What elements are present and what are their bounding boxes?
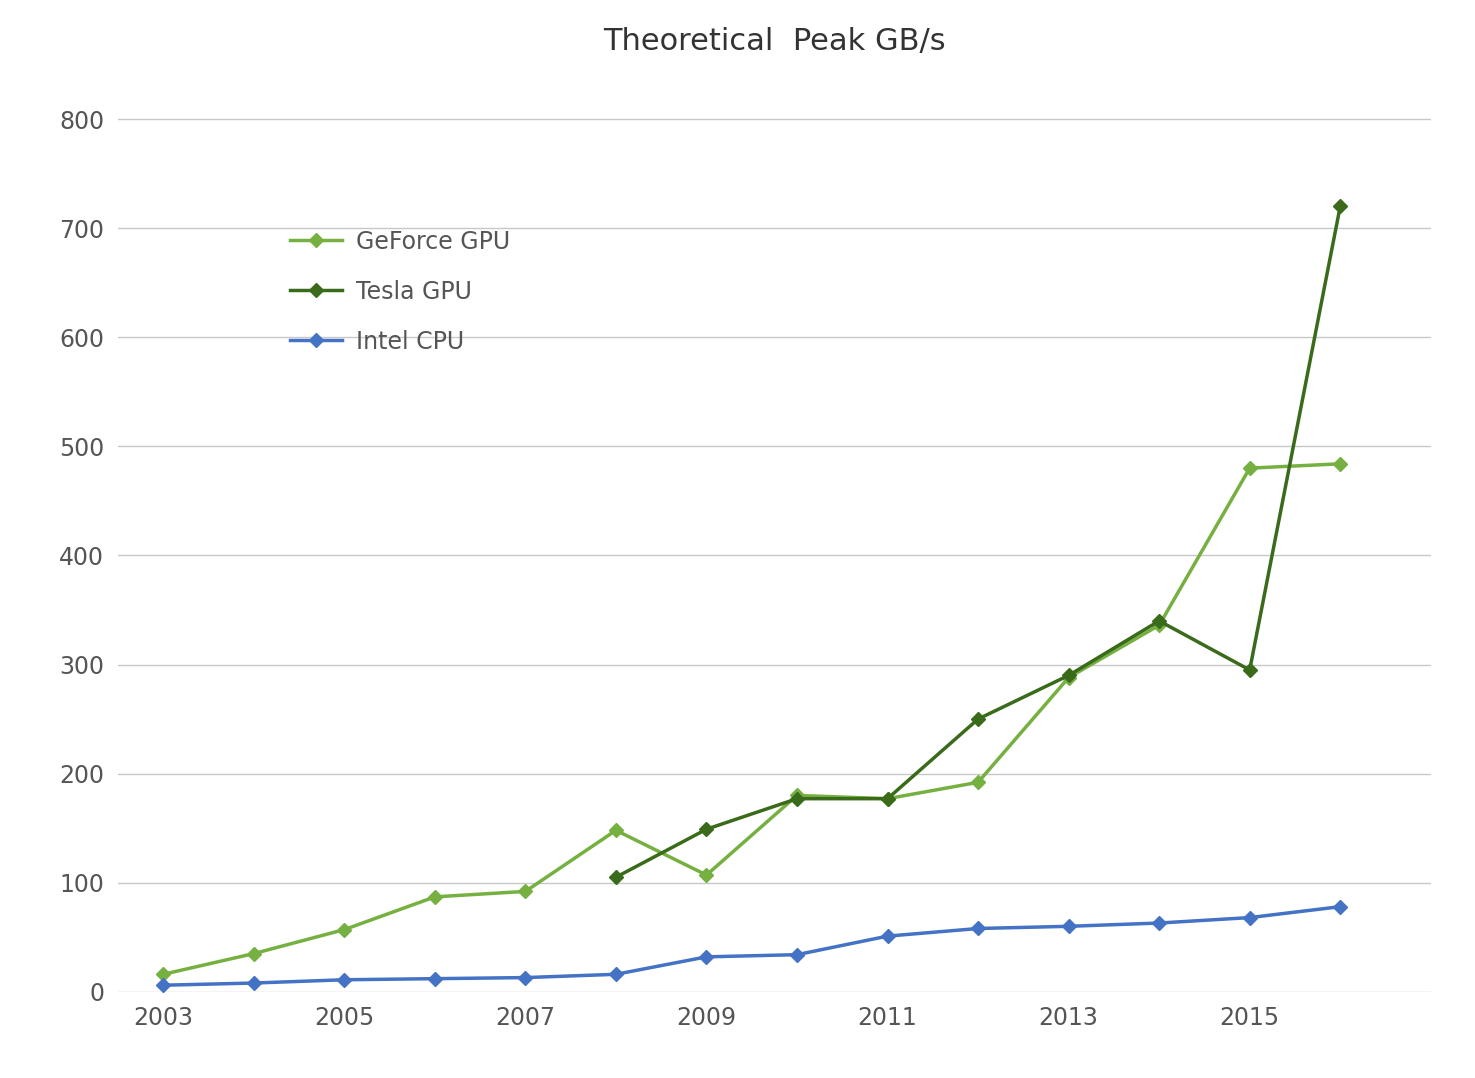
Intel CPU <box>788 949 805 962</box>
GeForce GPU <box>698 869 715 882</box>
GeForce GPU <box>1059 672 1077 685</box>
GeForce GPU <box>788 789 805 802</box>
Tesla GPU <box>1059 669 1077 682</box>
Line: Tesla GPU: Tesla GPU <box>611 202 1345 882</box>
GeForce GPU <box>335 923 353 936</box>
Intel CPU <box>1059 920 1077 932</box>
Intel CPU <box>335 973 353 986</box>
Tesla GPU <box>1150 614 1168 627</box>
GeForce GPU <box>608 824 625 837</box>
Tesla GPU <box>969 713 987 725</box>
Intel CPU <box>1150 916 1168 929</box>
GeForce GPU <box>516 885 534 898</box>
Tesla GPU <box>788 792 805 805</box>
Intel CPU <box>1240 911 1258 924</box>
Intel CPU <box>969 922 987 935</box>
Intel CPU <box>516 971 534 984</box>
Tesla GPU <box>698 823 715 835</box>
Line: GeForce GPU: GeForce GPU <box>158 459 1345 979</box>
Intel CPU <box>245 977 263 990</box>
Tesla GPU <box>608 871 625 884</box>
GeForce GPU <box>1240 461 1258 474</box>
Intel CPU <box>1332 900 1350 913</box>
GeForce GPU <box>879 792 897 805</box>
Intel CPU <box>698 951 715 964</box>
GeForce GPU <box>1150 619 1168 632</box>
Intel CPU <box>879 929 897 942</box>
GeForce GPU <box>969 776 987 789</box>
GeForce GPU <box>245 948 263 960</box>
Intel CPU <box>155 979 173 992</box>
Title: Theoretical  Peak GB/s: Theoretical Peak GB/s <box>603 27 945 56</box>
Line: Intel CPU: Intel CPU <box>158 902 1345 990</box>
Intel CPU <box>608 968 625 981</box>
Legend: GeForce GPU, Tesla GPU, Intel CPU: GeForce GPU, Tesla GPU, Intel CPU <box>280 220 519 363</box>
GeForce GPU <box>155 968 173 981</box>
Tesla GPU <box>1240 663 1258 676</box>
Tesla GPU <box>879 792 897 805</box>
Intel CPU <box>426 972 444 985</box>
GeForce GPU <box>426 890 444 903</box>
GeForce GPU <box>1332 457 1350 470</box>
Tesla GPU <box>1332 199 1350 212</box>
